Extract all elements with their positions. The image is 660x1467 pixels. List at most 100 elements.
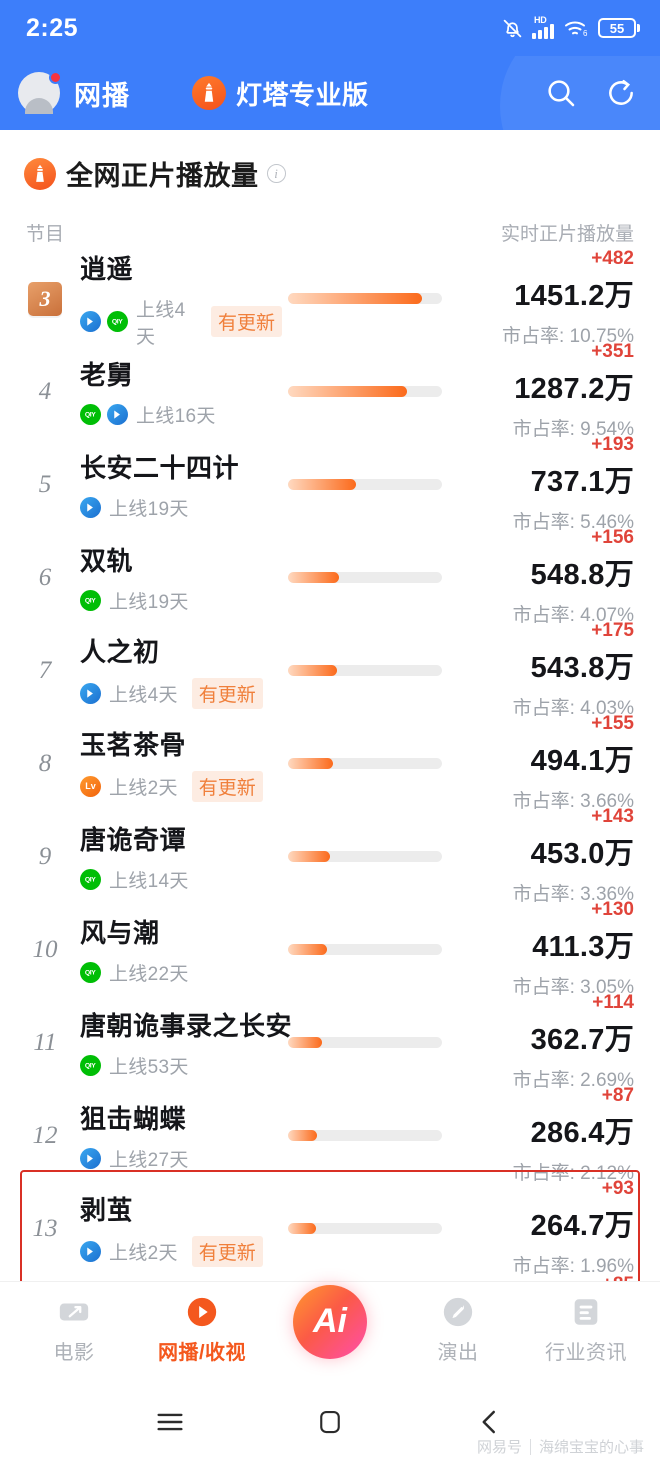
tab-演出[interactable]: 演出	[403, 1295, 513, 1365]
header-section-label[interactable]: 网播	[74, 80, 130, 111]
rank-badge: 8	[38, 749, 52, 777]
table-row[interactable]: 9 唐诡奇谭 QIY 上线14天 +143 453.0万 市占率: 3.36%	[0, 807, 660, 905]
market-share: 市占率: 3.66%	[512, 791, 634, 812]
play-volume-bar	[288, 1223, 442, 1234]
program-subline: QIY 上线53天	[80, 1052, 282, 1079]
battery-level: 55	[609, 20, 625, 36]
status-bar-time: 2:25	[26, 13, 79, 42]
table-row[interactable]: 6 双轨 QIY 上线19天 +156 548.8万 市占率: 4.07%	[0, 528, 660, 626]
metrics: +351 1287.2万 市占率: 9.54%	[456, 342, 634, 441]
rank-badge: 3	[23, 281, 62, 316]
metrics: +93 264.7万 市占率: 1.96%	[456, 1179, 634, 1278]
delta-value: +155	[591, 713, 634, 734]
watermark-author: 海绵宝宝的心事	[538, 1439, 644, 1456]
metrics: +114 362.7万 市占率: 2.69%	[456, 993, 634, 1092]
table-row[interactable]: 8 玉茗茶骨 Lv 上线2天 有更新 +155 494.1万 市占率: 3.66%	[0, 713, 660, 812]
play-volume-value: 453.0万	[530, 838, 634, 870]
market-share: 市占率: 1.96%	[512, 1256, 634, 1277]
youku-icon	[80, 1241, 101, 1262]
program-meta: 剥茧 上线2天 有更新	[80, 1190, 282, 1267]
tab-网播/收视[interactable]: 网播/收视	[147, 1295, 257, 1365]
mango-tv-icon: Lv	[80, 776, 101, 797]
wifi6-icon: 6	[563, 18, 589, 38]
table-row[interactable]: 11 唐朝诡事录之长安 QIY 上线53天 +114 362.7万 市占率: 2.69%	[0, 993, 660, 1092]
play-volume-value: 411.3万	[532, 931, 634, 963]
program-subline: QIY 上线16天	[80, 401, 282, 428]
delta-value: +193	[591, 434, 634, 455]
play-volume-bar	[288, 386, 442, 397]
table-row[interactable]: 3 逍遥 QIY 上线4天 有更新 +482 1451.2万 市占率: 10.75%	[0, 249, 660, 348]
youku-icon	[80, 311, 101, 332]
play-volume-value: 543.8万	[530, 652, 634, 684]
watermark: 网易号 海绵宝宝的心事	[477, 1436, 644, 1457]
search-icon[interactable]	[544, 76, 578, 110]
delta-value: +175	[591, 620, 634, 641]
update-badge: 有更新	[191, 678, 263, 709]
home-square-icon[interactable]	[300, 1399, 360, 1445]
market-share: 市占率: 2.69%	[512, 1070, 634, 1091]
play-volume-bar	[288, 758, 442, 769]
bell-muted-icon	[502, 18, 523, 39]
battery-icon: 55	[598, 18, 640, 38]
metrics: +482 1451.2万 市占率: 10.75%	[456, 249, 634, 348]
play-volume-bar	[288, 1130, 442, 1141]
back-chevron-icon[interactable]	[460, 1399, 520, 1445]
table-row[interactable]: 12 狙击蝴蝶 上线27天 +87 286.4万 市占率: 2.12%	[0, 1086, 660, 1184]
delta-value: +93	[601, 1178, 634, 1199]
hd-signal-icon: HD	[532, 15, 554, 39]
delta-value: +130	[591, 899, 634, 920]
table-row[interactable]: 10 风与潮 QIY 上线22天 +130 411.3万 市占率: 3.05%	[0, 899, 660, 998]
info-icon[interactable]: i	[266, 164, 286, 183]
play-volume-value: 286.4万	[530, 1117, 634, 1149]
program-meta: 长安二十四计 上线19天	[80, 448, 282, 521]
table-row[interactable]: 4 老舅 QIY 上线16天 +351 1287.2万 市占率: 9.54%	[0, 342, 660, 441]
tab-label: 行业资讯	[545, 1341, 627, 1364]
play-volume-bar	[288, 293, 442, 304]
online-days: 上线14天	[109, 871, 189, 892]
status-bar-icons: HD 6 55	[502, 15, 640, 39]
market-share: 市占率: 9.54%	[512, 419, 634, 440]
play-volume-value: 1451.2万	[514, 280, 634, 312]
program-title: 唐朝诡事录之长安	[80, 1011, 293, 1041]
rank-badge: 12	[32, 1121, 58, 1149]
menu-icon[interactable]	[140, 1399, 200, 1445]
rank-badge: 7	[38, 656, 52, 684]
play-volume-bar	[288, 665, 442, 676]
market-share: 市占率: 3.05%	[512, 977, 634, 998]
table-row[interactable]: 5 长安二十四计 上线19天 +193 737.1万 市占率: 5.46%	[0, 434, 660, 533]
iqiyi-icon: QIY	[80, 1055, 101, 1076]
ai-icon[interactable]: Ai	[293, 1284, 367, 1359]
tab-电影[interactable]: 电影	[19, 1295, 129, 1365]
program-subline: QIY 上线4天 有更新	[80, 295, 282, 349]
program-meta: 人之初 上线4天 有更新	[80, 632, 282, 709]
delta-value: +351	[591, 341, 634, 362]
program-subline: QIY 上线22天	[80, 959, 282, 986]
column-header-program: 节目	[26, 224, 65, 245]
delta-value: +482	[591, 248, 634, 269]
news-icon	[569, 1295, 603, 1329]
lighthouse-logo-icon	[192, 76, 226, 110]
avatar[interactable]	[18, 71, 62, 114]
online-days: 上线2天	[109, 1243, 178, 1264]
tab-ai-assistant[interactable]: Ai	[275, 1284, 385, 1367]
iqiyi-icon: QIY	[107, 311, 128, 332]
notification-dot	[49, 71, 62, 84]
table-row[interactable]: 7 人之初 上线4天 有更新 +175 543.8万 市占率: 4.03%	[0, 620, 660, 719]
update-badge: 有更新	[191, 771, 263, 802]
rank-badge: 11	[33, 1028, 57, 1056]
program-meta: 风与潮 QIY 上线22天	[80, 913, 282, 986]
program-subline: Lv 上线2天 有更新	[80, 771, 282, 802]
tab-行业资讯[interactable]: 行业资讯	[531, 1295, 641, 1365]
rank-badge: 6	[38, 563, 52, 591]
microphone-icon	[441, 1295, 475, 1329]
program-meta: 狙击蝴蝶 上线27天	[80, 1099, 282, 1172]
table-row[interactable]: 13 剥茧 上线2天 有更新 +93 264.7万 市占率: 1.96%	[0, 1170, 660, 1289]
online-days: 上线19天	[109, 592, 189, 613]
card-title-row: 全网正片播放量 i	[0, 130, 660, 193]
program-subline: 上线4天 有更新	[80, 678, 282, 709]
market-share: 市占率: 5.46%	[512, 512, 634, 533]
share-icon[interactable]	[604, 76, 638, 110]
brand-name: 灯塔专业版	[236, 79, 369, 110]
tab-label: 电影	[53, 1341, 95, 1364]
program-meta: 老舅 QIY 上线16天	[80, 355, 282, 428]
